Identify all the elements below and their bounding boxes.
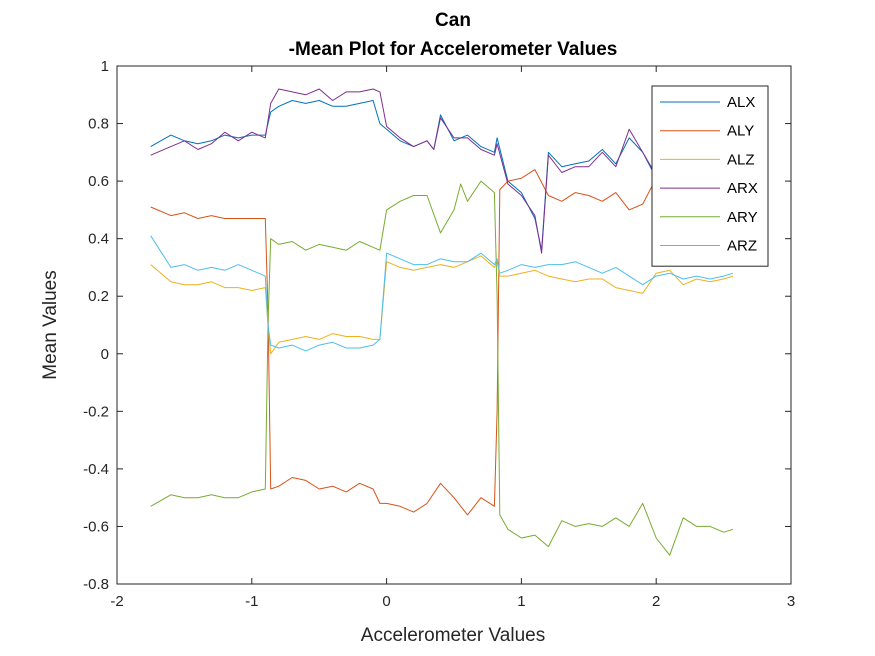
legend-label-ary: ARY bbox=[727, 209, 758, 226]
y-tick-label: 1 bbox=[101, 58, 109, 75]
y-tick-label: 0.4 bbox=[88, 231, 109, 248]
y-tick-label: -0.6 bbox=[83, 518, 109, 535]
legend-box bbox=[651, 85, 769, 267]
series-line-arz bbox=[150, 235, 734, 352]
y-tick-label: 0 bbox=[101, 346, 109, 363]
legend-label-arx: ARX bbox=[727, 180, 758, 197]
y-tick-label: -0.4 bbox=[83, 461, 109, 478]
legend: ALX ALY ALZ ARX ARY ARZ bbox=[651, 85, 769, 267]
y-axis: -0.8 -0.6 -0.4 -0.2 0 0.2 0.4 0.6 0.8 1 bbox=[83, 58, 791, 593]
x-tick-label: 1 bbox=[517, 593, 525, 610]
y-tick-label: -0.2 bbox=[83, 403, 109, 420]
x-axis: -2 -1 0 1 2 3 bbox=[110, 66, 795, 610]
legend-label-alz: ALZ bbox=[727, 151, 755, 168]
x-tick-label: -2 bbox=[110, 593, 123, 610]
chart-subtitle: -Mean Plot for Accelerometer Values bbox=[289, 39, 618, 60]
x-tick-label: 3 bbox=[787, 593, 795, 610]
x-axis-label: Accelerometer Values bbox=[361, 625, 545, 646]
series-line-arx bbox=[150, 88, 657, 254]
chart-title: Can bbox=[435, 10, 471, 31]
y-axis-label: Mean Values bbox=[40, 270, 61, 380]
series-line-aly bbox=[150, 169, 657, 516]
legend-label-alx: ALX bbox=[727, 94, 755, 111]
y-tick-label: -0.8 bbox=[83, 576, 109, 593]
y-tick-label: 0.2 bbox=[88, 288, 109, 305]
y-tick-label: 0.6 bbox=[88, 173, 109, 190]
series-line-alz bbox=[150, 255, 734, 355]
x-tick-label: 2 bbox=[652, 593, 660, 610]
legend-label-arz: ARZ bbox=[727, 238, 757, 255]
y-tick-label: 0.8 bbox=[88, 116, 109, 133]
legend-label-aly: ALY bbox=[727, 123, 754, 140]
series-line-ary bbox=[150, 180, 734, 556]
x-tick-label: 0 bbox=[382, 593, 390, 610]
x-tick-label: -1 bbox=[245, 593, 258, 610]
series-layer bbox=[150, 88, 734, 556]
